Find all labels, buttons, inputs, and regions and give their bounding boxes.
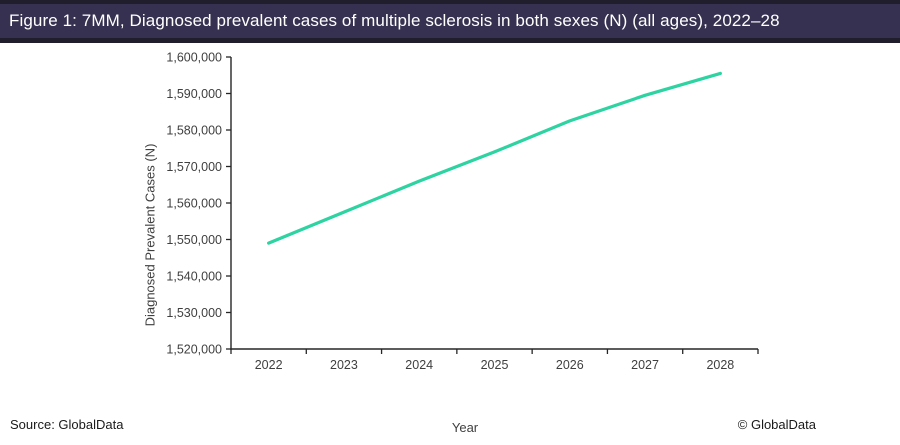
x-axis-title: Year xyxy=(451,420,479,435)
chart-area: 1,520,000 1,530,000 1,540,000 1,550,000 1,56… xyxy=(0,43,900,435)
svg-text:1,540,000: 1,540,000 xyxy=(166,270,222,284)
svg-text:1,550,000: 1,550,000 xyxy=(166,233,222,247)
svg-text:1,590,000: 1,590,000 xyxy=(166,87,222,101)
y-axis-title: Diagnosed Prevalent Cases (N) xyxy=(142,143,158,327)
svg-text:2028: 2028 xyxy=(706,358,734,372)
svg-text:2027: 2027 xyxy=(631,358,659,372)
svg-text:2022: 2022 xyxy=(255,358,283,372)
svg-text:1,580,000: 1,580,000 xyxy=(166,124,222,138)
footer-copyright-label: © GlobalData xyxy=(737,417,816,432)
svg-text:2026: 2026 xyxy=(556,358,584,372)
svg-text:2024: 2024 xyxy=(405,358,433,372)
svg-text:1,570,000: 1,570,000 xyxy=(166,160,222,174)
svg-text:1,530,000: 1,530,000 xyxy=(166,306,222,320)
figure-title: Figure 1: 7MM, Diagnosed prevalent cases… xyxy=(9,11,780,30)
footer-source-label: Source: GlobalData xyxy=(10,417,124,432)
figure-title-bar: Figure 1: 7MM, Diagnosed prevalent cases… xyxy=(0,0,900,43)
svg-text:1,600,000: 1,600,000 xyxy=(166,51,222,65)
svg-text:2025: 2025 xyxy=(481,358,509,372)
svg-text:1,520,000: 1,520,000 xyxy=(166,343,222,357)
svg-text:2023: 2023 xyxy=(330,358,358,372)
svg-text:1,560,000: 1,560,000 xyxy=(166,197,222,211)
chart-svg: 1,520,000 1,530,000 1,540,000 1,550,000 1,56… xyxy=(166,51,759,372)
